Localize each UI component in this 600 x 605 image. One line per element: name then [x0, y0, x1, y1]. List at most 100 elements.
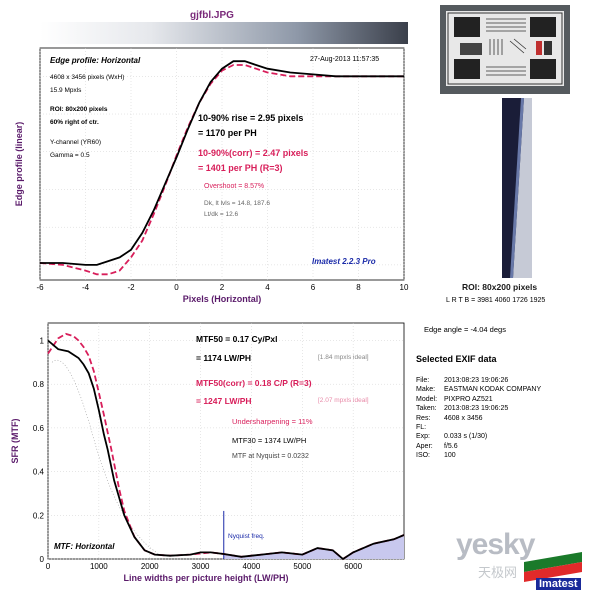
exif-label: ISO:: [416, 452, 431, 460]
exif-value: EASTMAN KODAK COMPANY: [444, 386, 542, 394]
mtf-xtick-label: 3000: [192, 562, 210, 571]
edge-plot-frame: [39, 47, 405, 281]
exif-label: Aper:: [416, 442, 433, 450]
roi-edge-image: [510, 98, 532, 278]
edge-profile-label: Edge profile: Horizontal: [50, 56, 141, 65]
imatest-version: Imatest 2.2.3 Pro: [312, 257, 376, 266]
edge-xtick-label: 8: [356, 283, 361, 292]
edge-profile-curve: [40, 60, 404, 266]
mtf-svg: 0 1000 2000 3000 4000 5000 6000 0 0.2 0.4 0.6 0.8 1 L…: [10, 322, 405, 583]
exif-value: 2013:08:23 19:06:26: [444, 377, 509, 384]
exif-row: Model: PIXPRO AZ521: [416, 396, 493, 403]
imatest-logo-text: Imatest: [536, 578, 581, 590]
roi-info-2: 60% right of ctr.: [50, 119, 99, 126]
edge-profile-svg: -6 -4 -2 0 2 4 6 8 10 Pixels (Horizontal) Edge pro…: [14, 47, 409, 304]
exif-value: 100: [444, 452, 456, 460]
beyond-nyquist-fill: [223, 535, 404, 559]
mtf-horizontal-label: MTF: Horizontal: [54, 542, 115, 551]
mtf-ylabel: SFR (MTF): [10, 419, 20, 464]
mtf-xlabel: Line widths per picture height (LW/PH): [123, 573, 288, 583]
exif-row: FL:: [416, 424, 444, 431]
imatest-flag-icon: [524, 552, 582, 588]
exif-row: ISO: 100: [416, 452, 456, 459]
test-chart-thumbnail: [440, 5, 570, 94]
exif-value: 2013:08:23 19:06:25: [444, 405, 509, 413]
edge-corr-curve: [39, 64, 404, 276]
edge-angle-text: Edge angle = -4.04 degs: [424, 325, 506, 334]
mtf-grid: [47, 323, 404, 560]
exif-row: File: 2013:08:23 19:06:26: [416, 377, 508, 384]
mtf-curve: [47, 339, 405, 561]
test-chart-image: [446, 11, 564, 86]
exif-value: PIXPRO AZ521: [444, 395, 493, 403]
roi-preview: [502, 98, 532, 278]
edge-xtick-label: 4: [265, 283, 270, 292]
rise-line-1: 10-90% rise = 2.95 pixels: [198, 113, 304, 123]
exif-label: Exp:: [416, 433, 431, 441]
mtf50-ideal: [1.84 mpxls ideal]: [318, 354, 369, 361]
mtf-ytick-label: 1: [40, 336, 45, 345]
edge-xtick-label: -6: [36, 283, 44, 292]
edge-profile-chart: -6 -4 -2 0 2 4 6 8 10 Pixels (Horizontal) Edge pro…: [0, 40, 420, 310]
channel-info-2: Gamma = 0.5: [50, 152, 90, 159]
yesky-cn-text: 天极网: [478, 565, 518, 580]
exif-value: 0.033 s (1/30): [444, 433, 488, 441]
roi-caption: ROI: 80x200 pixels: [462, 282, 538, 292]
rise-line-2: = 1170 per PH: [198, 128, 257, 138]
mtf50-corr-ideal: [2.07 mpxls ideal]: [318, 397, 369, 404]
exif-row: Taken: 2013:08:23 19:06:25: [416, 405, 508, 412]
title-bar: [40, 22, 408, 44]
exif-label: Model:: [416, 395, 438, 403]
mtf-xtick-label: 2000: [141, 562, 159, 571]
edge-date: 27-Aug-2013 11:57:35: [310, 56, 380, 63]
yesky-watermark: yesky 天极网 Imatest: [454, 528, 600, 600]
lrtb-text: L R T B = 3981 4060 1726 1925: [446, 297, 546, 304]
edge-xtick-label: 2: [220, 283, 225, 292]
mtf-xtick-label: 6000: [344, 562, 362, 571]
corr-line-2: = 1401 per PH (R=3): [198, 163, 283, 173]
yesky-logo-text: yesky: [456, 528, 535, 561]
mtf-ytick-label: 0.2: [33, 511, 45, 520]
mtf50-corr-line-1: MTF50(corr) = 0.18 C/P (R=3): [196, 378, 312, 388]
mtf-ytick-label: 0: [40, 555, 45, 564]
mtf-xtick-label: 4000: [243, 562, 261, 571]
mtf50-line-1: MTF50 = 0.17 Cy/Pxl: [196, 334, 278, 344]
exif-label: Res:: [416, 414, 431, 422]
exif-value: f/5.6: [444, 442, 458, 450]
corr-line-1: 10-90%(corr) = 2.47 pixels: [198, 148, 309, 158]
exif-row: Exp: 0.033 s (1/30): [416, 433, 487, 440]
edge-ylabel: Edge profile (linear): [14, 122, 24, 207]
roi-info-1: ROI: 80x200 pixels: [50, 106, 108, 113]
mtf-ytick-label: 0.6: [33, 424, 45, 433]
mtf-xtick-label: 5000: [293, 562, 311, 571]
edge-xtick-label: -2: [127, 283, 135, 292]
file-title: gjfbl.JPG: [190, 10, 234, 21]
edge-xtick-label: 0: [174, 283, 179, 292]
mtf-xtick-label: 0: [46, 562, 51, 571]
pixel-info-2: 15.9 Mpxls: [50, 87, 82, 94]
exif-row: Res: 4608 x 3456: [416, 415, 483, 422]
exif-label: File:: [416, 377, 430, 384]
nyquist-mtf-text: MTF at Nyquist = 0.0232: [232, 453, 309, 460]
nyquist-freq-label: Nyquist freq.: [228, 533, 265, 540]
exif-label: Make:: [416, 386, 436, 394]
exif-value: 4608 x 3456: [444, 414, 483, 422]
edge-xtick-label: 6: [311, 283, 316, 292]
mtf-ytick-label: 0.4: [33, 468, 45, 477]
edge-xtick-label: -4: [82, 283, 90, 292]
edge-xtick-label: 10: [400, 283, 409, 292]
pixel-info-1: 4608 x 3456 pixels (WxH): [50, 74, 125, 81]
mtf-chart: 0 1000 2000 3000 4000 5000 6000 0 0.2 0.4 0.6 0.8 1 L…: [0, 315, 420, 600]
overshoot-text: Overshoot = 8.57%: [204, 183, 265, 190]
mtf-ytick-label: 0.8: [33, 380, 45, 389]
exif-label: Taken:: [416, 405, 437, 413]
exif-row: Make: EASTMAN KODAK COMPANY: [416, 386, 541, 393]
dk-lvls-text: Dk, lt lvls = 14.8, 187.6: [204, 200, 270, 207]
mtf50-corr-line-2: = 1247 LW/PH: [196, 396, 252, 406]
mtf50-line-2: = 1174 LW/PH: [196, 353, 252, 363]
channel-info-1: Y-channel (YR60): [50, 139, 102, 146]
mtf-xtick-label: 1000: [90, 562, 108, 571]
ltdk-text: Lt/dk = 12.6: [204, 211, 239, 218]
exif-row: Aper: f/5.6: [416, 443, 458, 450]
exif-title: Selected EXIF data: [416, 354, 497, 364]
